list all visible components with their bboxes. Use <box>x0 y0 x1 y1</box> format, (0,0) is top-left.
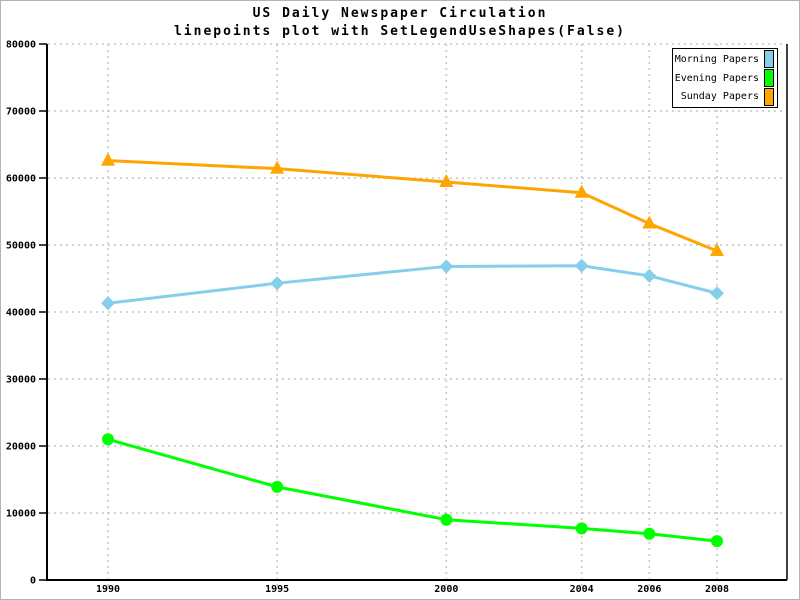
y-tick-label: 30000 <box>6 375 36 386</box>
legend-label: Evening Papers <box>674 72 759 84</box>
y-tick-label: 70000 <box>6 107 36 118</box>
series-line <box>106 159 719 253</box>
y-tick-label: 40000 <box>6 308 36 319</box>
x-tick-label: 1995 <box>265 584 289 595</box>
marker-diamond <box>101 296 115 311</box>
x-tick-label: 2000 <box>434 584 458 595</box>
y-tick-label: 0 <box>30 576 36 587</box>
marker-triangle <box>709 243 724 257</box>
marker-diamond <box>709 286 724 301</box>
marker-triangle <box>574 184 589 198</box>
x-tick-label: 2004 <box>570 584 594 595</box>
y-tick-label: 80000 <box>6 40 36 51</box>
x-tick-label: 2006 <box>637 584 661 595</box>
marker-circle <box>710 535 723 548</box>
legend-item-evening: Evening Papers <box>675 69 774 88</box>
x-tick-label: 2008 <box>705 584 729 595</box>
y-tick-label: 50000 <box>6 241 36 252</box>
x-tick-label: 1990 <box>96 584 120 595</box>
marker-diamond <box>574 258 589 273</box>
legend: Morning Papers Evening Papers Sunday Pap… <box>672 48 778 108</box>
legend-color-swatch <box>764 87 774 106</box>
series-line <box>106 264 719 305</box>
marker-triangle <box>101 152 115 166</box>
marker-circle <box>102 433 114 446</box>
chart-subtitle: linepoints plot with SetLegendUseShapes(… <box>173 24 627 39</box>
marker-diamond <box>642 268 657 283</box>
legend-color-swatch <box>764 50 774 69</box>
chart-title: US Daily Newspaper Circulation <box>252 6 548 21</box>
marker-circle <box>440 513 453 526</box>
marker-triangle <box>642 215 657 229</box>
marker-diamond <box>439 259 454 274</box>
legend-item-morning: Morning Papers <box>675 50 774 69</box>
series-line <box>106 437 719 543</box>
marker-circle <box>271 480 284 493</box>
marker-triangle <box>270 160 285 174</box>
legend-label: Morning Papers <box>674 53 759 65</box>
y-tick-label: 60000 <box>6 174 36 185</box>
y-tick-label: 20000 <box>6 442 36 453</box>
marker-circle <box>575 522 588 535</box>
y-tick-label: 10000 <box>6 509 36 520</box>
legend-label: Sunday Papers <box>680 91 759 103</box>
legend-color-swatch <box>764 69 774 87</box>
legend-item-sunday: Sunday Papers <box>675 87 774 106</box>
marker-circle <box>643 527 656 540</box>
marker-triangle <box>439 174 454 188</box>
marker-diamond <box>270 276 285 291</box>
